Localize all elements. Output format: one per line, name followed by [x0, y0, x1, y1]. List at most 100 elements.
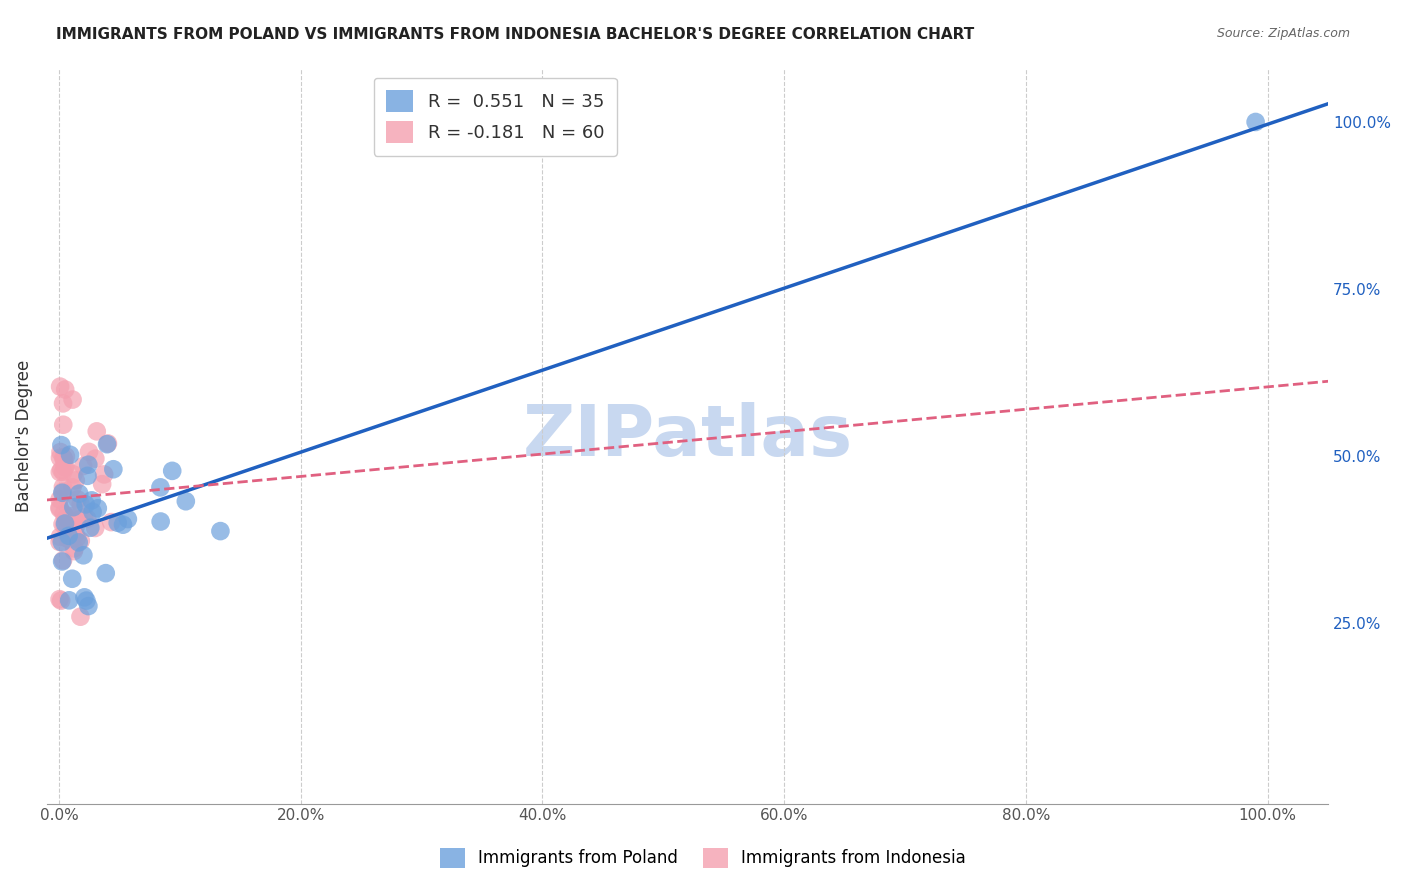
Point [100, 515, 122, 529]
Point [56, 510, 79, 524]
Point [80, 493, 103, 508]
Point [76, 468, 98, 483]
Point [49, 379, 72, 393]
Point [51, 535, 73, 549]
Point [117, 512, 139, 526]
Point [97, 436, 120, 450]
Point [58, 593, 80, 607]
Point [66, 492, 89, 507]
Point [77, 445, 100, 459]
Point [174, 494, 197, 508]
Point [63, 541, 86, 556]
Point [96, 437, 118, 451]
Point [58, 533, 80, 547]
Point [72, 458, 94, 473]
Point [59, 509, 82, 524]
Point [86, 425, 108, 439]
Point [60, 526, 83, 541]
Point [76, 511, 98, 525]
Point [79, 521, 101, 535]
Point [62, 467, 84, 482]
Point [48, 501, 70, 516]
Point [51, 517, 73, 532]
Point [84, 451, 107, 466]
Point [75, 497, 97, 511]
Point [53, 516, 76, 531]
Point [51, 485, 73, 500]
Point [62, 500, 84, 515]
Point [87, 501, 110, 516]
Point [52, 553, 75, 567]
Point [60, 572, 83, 586]
Point [69, 609, 91, 624]
Point [73, 510, 96, 524]
Point [65, 520, 87, 534]
Point [94, 566, 117, 581]
Y-axis label: Bachelor's Degree: Bachelor's Degree [15, 360, 32, 512]
Point [67, 535, 90, 549]
Point [91, 477, 114, 491]
Point [63, 544, 86, 558]
Point [48, 535, 70, 549]
Legend: Immigrants from Poland, Immigrants from Indonesia: Immigrants from Poland, Immigrants from … [433, 841, 973, 875]
Point [52, 417, 75, 432]
Point [48, 500, 70, 515]
Point [51, 463, 73, 477]
Point [53, 452, 76, 467]
Point [51, 554, 73, 568]
Text: IMMIGRANTS FROM POLAND VS IMMIGRANTS FROM INDONESIA BACHELOR'S DEGREE CORRELATIO: IMMIGRANTS FROM POLAND VS IMMIGRANTS FRO… [56, 27, 974, 42]
Point [58, 529, 80, 543]
Point [49, 593, 72, 607]
Point [52, 465, 75, 479]
Point [49, 530, 72, 544]
Point [67, 486, 90, 500]
Point [55, 450, 77, 464]
Point [103, 462, 125, 476]
Point [52, 480, 75, 494]
Point [51, 438, 73, 452]
Point [65, 474, 87, 488]
Text: ZIPatlas: ZIPatlas [523, 401, 852, 471]
Point [160, 464, 183, 478]
Text: Source: ZipAtlas.com: Source: ZipAtlas.com [1216, 27, 1350, 40]
Point [55, 511, 77, 525]
Point [52, 484, 75, 499]
Point [111, 517, 134, 532]
Point [65, 527, 87, 541]
Point [62, 480, 84, 494]
Point [58, 514, 80, 528]
Point [72, 549, 94, 563]
Point [1244, 115, 1267, 129]
Point [93, 467, 115, 482]
Point [48, 592, 70, 607]
Point [52, 450, 75, 465]
Point [65, 515, 87, 529]
Point [53, 460, 76, 475]
Point [52, 396, 75, 410]
Point [62, 392, 84, 407]
Point [69, 497, 91, 511]
Point [53, 518, 76, 533]
Point [53, 383, 76, 397]
Legend: R =  0.551   N = 35, R = -0.181   N = 60: R = 0.551 N = 35, R = -0.181 N = 60 [374, 78, 617, 156]
Point [107, 516, 129, 530]
Point [73, 591, 96, 605]
Point [48, 492, 70, 507]
Point [149, 515, 172, 529]
Point [69, 533, 91, 548]
Point [67, 513, 90, 527]
Point [66, 531, 89, 545]
Point [56, 532, 79, 546]
Point [49, 445, 72, 459]
Point [75, 593, 97, 607]
Point [49, 465, 72, 479]
Point [59, 448, 82, 462]
Point [77, 599, 100, 613]
Point [149, 480, 172, 494]
Point [82, 505, 104, 519]
Point [209, 524, 232, 538]
Point [52, 507, 75, 521]
Point [77, 458, 100, 472]
Point [84, 521, 107, 535]
Point [49, 450, 72, 465]
